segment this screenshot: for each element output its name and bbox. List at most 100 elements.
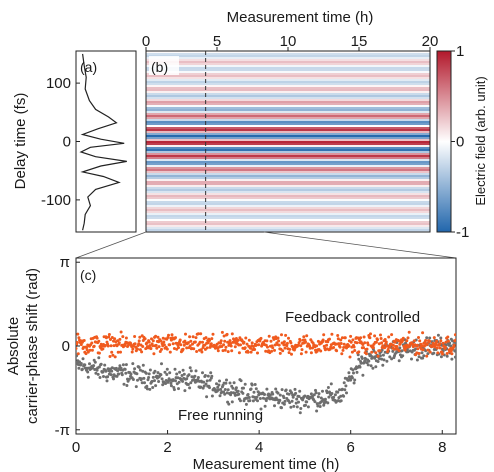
feedback-controlled-point — [230, 332, 234, 336]
free-running-point — [230, 400, 234, 404]
feedback-controlled-point — [179, 343, 183, 347]
heatmap-row — [146, 227, 430, 230]
feedback-controlled-point — [276, 336, 280, 340]
free-running-point — [141, 369, 145, 373]
feedback-controlled-point — [363, 341, 367, 345]
free-running-point — [381, 353, 385, 357]
free-running-point — [153, 379, 156, 383]
free-running-point — [137, 365, 141, 369]
feedback-controlled-point — [366, 343, 370, 347]
heatmap-row — [146, 211, 430, 214]
feedback-controlled-point — [352, 345, 356, 349]
free-running-point — [103, 363, 107, 367]
free-running-point — [317, 392, 321, 396]
feedback-controlled-point — [111, 353, 115, 357]
feedback-controlled-point — [370, 350, 374, 354]
feedback-controlled-point — [165, 347, 169, 351]
free-running-point — [201, 371, 204, 375]
free-running-point — [135, 372, 139, 376]
free-running-point — [263, 404, 267, 408]
feedback-controlled-point — [452, 343, 456, 347]
free-running-point — [192, 378, 196, 382]
feedback-controlled-point — [330, 332, 334, 336]
free-running-point — [181, 379, 185, 383]
feedback-controlled-point — [315, 344, 319, 348]
free-running-point — [174, 379, 177, 383]
feedback-controlled-point — [271, 346, 275, 350]
free-running-point — [141, 363, 145, 367]
free-running-point — [295, 397, 299, 401]
feedback-controlled-point — [384, 340, 388, 344]
feedback-controlled-point — [425, 354, 429, 358]
free-running-point — [424, 349, 428, 353]
feedback-controlled-point — [428, 350, 432, 354]
free-running-point — [388, 355, 392, 359]
free-running-point — [309, 392, 313, 396]
heatmap-row — [146, 91, 430, 94]
free-running-point — [381, 363, 385, 367]
feedback-controlled-point — [233, 345, 237, 349]
feedback-controlled-point — [90, 348, 94, 352]
free-running-point — [217, 383, 221, 387]
feedback-controlled-point — [106, 344, 110, 348]
feedback-controlled-point — [77, 336, 81, 340]
heatmap-row — [146, 67, 430, 70]
feedback-controlled-point — [368, 336, 372, 340]
free-running-point — [177, 387, 180, 391]
free-running-point — [97, 365, 101, 369]
feedback-controlled-point — [229, 344, 233, 348]
feedback-controlled-point — [359, 336, 363, 340]
feedback-controlled-point — [340, 336, 344, 340]
feedback-controlled-point — [138, 335, 142, 339]
free-running-point — [428, 336, 432, 340]
free-running-point — [234, 386, 238, 390]
feedback-controlled-point — [282, 343, 286, 347]
feedback-controlled-point — [438, 346, 442, 350]
heatmap-row — [146, 97, 430, 100]
free-running-point — [287, 392, 291, 396]
feedback-controlled-point — [144, 347, 148, 351]
heatmap-row — [146, 185, 430, 188]
feedback-controlled-point — [200, 350, 204, 354]
free-running-point — [284, 388, 288, 392]
feedback-controlled-point — [273, 348, 276, 352]
free-running-point — [325, 391, 329, 395]
feedback-controlled-point — [254, 343, 258, 347]
free-running-point — [147, 372, 151, 376]
feedback-controlled-point — [349, 334, 353, 338]
heatmap-row — [146, 229, 430, 232]
free-running-point — [439, 355, 443, 359]
heatmap-row — [146, 101, 430, 104]
free-running-point — [426, 352, 430, 356]
free-running-point — [223, 392, 227, 396]
top-x-tick-label: 5 — [213, 33, 221, 50]
heatmap-row — [146, 207, 430, 210]
heatmap-row — [146, 89, 430, 92]
heatmap-row — [146, 161, 430, 164]
free-running-point — [148, 387, 152, 391]
feedback-controlled-point — [172, 347, 176, 350]
free-running-point — [339, 394, 343, 398]
free-running-point — [305, 400, 309, 404]
feedback-controlled-point — [169, 338, 173, 342]
free-running-point — [449, 344, 453, 348]
series-feedback-controlled — [76, 330, 456, 359]
free-running-point — [115, 374, 119, 378]
free-running-point — [226, 388, 230, 392]
feedback-controlled-point — [162, 340, 166, 344]
top-x-tick-label: 20 — [422, 33, 439, 50]
free-running-point — [361, 373, 365, 377]
feedback-controlled-point — [338, 345, 342, 349]
feedback-controlled-point — [446, 339, 450, 343]
feedback-controlled-point — [138, 348, 142, 352]
feedback-controlled-point — [193, 340, 197, 344]
heatmap-row — [146, 157, 430, 160]
feedback-controlled-point — [393, 340, 397, 344]
heatmap-row — [146, 177, 430, 180]
heatmap-row — [146, 55, 430, 58]
feedback-controlled-point — [300, 348, 304, 352]
free-running-point — [143, 381, 146, 385]
top-x-ticks: 0 5 10 15 20 — [142, 33, 439, 51]
feedback-controlled-point — [332, 346, 336, 349]
top-x-axis-label: Measurement time (h) — [227, 9, 374, 26]
